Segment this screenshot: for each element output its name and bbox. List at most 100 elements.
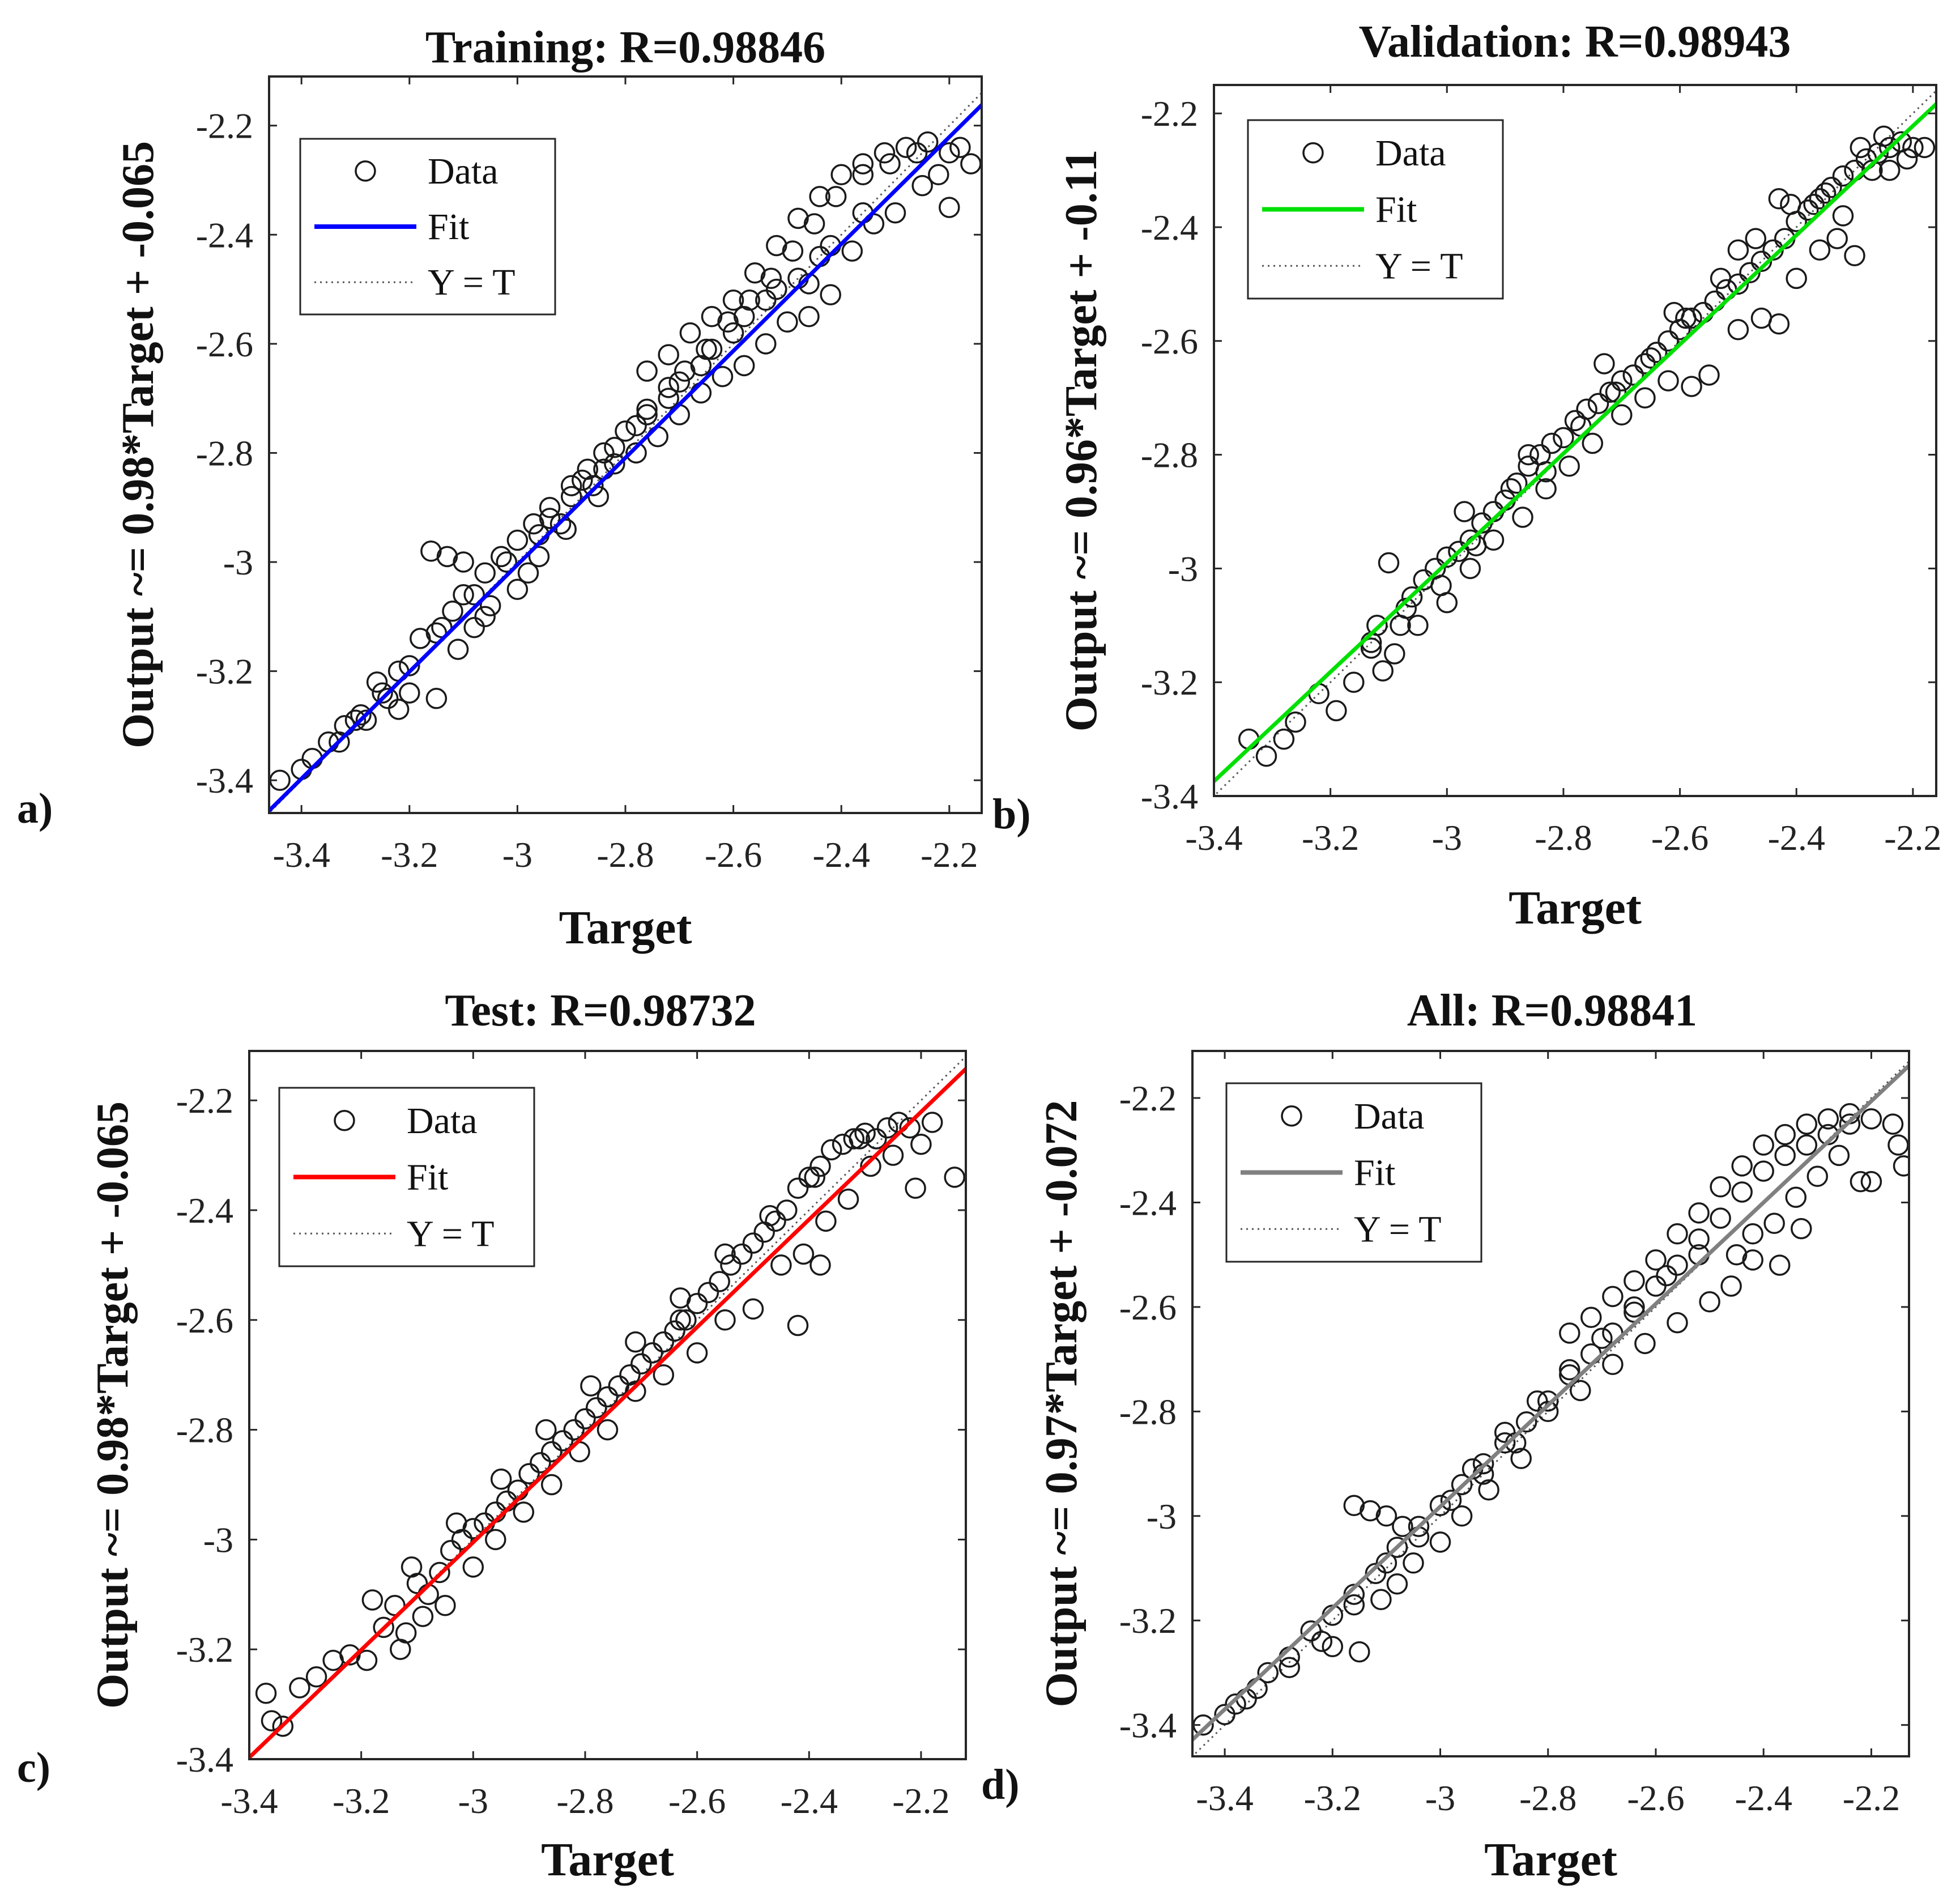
y-tick-label: -2.2 (176, 1080, 233, 1121)
data-point (1512, 507, 1533, 528)
data-point (1780, 194, 1801, 215)
data-point (261, 1710, 283, 1731)
data-point (803, 213, 825, 235)
data-point (1850, 137, 1872, 159)
data-point (766, 235, 787, 257)
data-point (1739, 262, 1761, 284)
data-point (742, 1298, 764, 1320)
data-point (1582, 432, 1604, 454)
data-point (821, 1139, 842, 1161)
data-point (1828, 1144, 1850, 1167)
data-point (1360, 637, 1382, 659)
data-point (1587, 393, 1609, 414)
legend-fit-label: Fit (407, 1157, 448, 1198)
data-point (697, 1282, 719, 1304)
legend-identity-label: Y = T (1354, 1208, 1442, 1250)
y-tick-label: -2.8 (196, 433, 253, 473)
data-point (755, 290, 777, 311)
legend-identity-label: Y = T (407, 1213, 495, 1254)
data-point (1860, 1108, 1882, 1130)
data-point (809, 1155, 831, 1177)
data-point (580, 1375, 602, 1397)
data-point (429, 1561, 450, 1584)
data-point (1817, 1108, 1839, 1130)
data-point (1378, 552, 1400, 574)
y-tick-label: -3.2 (1141, 662, 1198, 703)
data-point (453, 584, 474, 606)
legend-data-label: Data (1375, 133, 1446, 174)
data-point (574, 1408, 596, 1429)
data-point (463, 584, 485, 606)
data-point (1225, 1693, 1246, 1715)
chart-title: All: R=0.98841 (1407, 986, 1697, 1036)
data-point (1570, 1380, 1591, 1402)
x-tick-label: -3.2 (1304, 1778, 1361, 1818)
data-point (787, 1177, 809, 1199)
panel-label: b) (992, 790, 1031, 838)
data-point (549, 513, 572, 535)
data-point (577, 458, 599, 480)
y-tick-label: -2.2 (196, 106, 253, 146)
data-point (1742, 1249, 1763, 1271)
data-point (1494, 1432, 1516, 1454)
axes-box (1191, 1050, 1910, 1757)
legend-data-marker (1302, 142, 1324, 164)
data-point (1861, 159, 1883, 181)
data-point (866, 1128, 887, 1150)
legend: Data Fit Y = T (299, 138, 556, 316)
data-point (849, 1128, 870, 1150)
data-point (882, 1144, 904, 1166)
y-tick-label: -2.4 (1119, 1182, 1177, 1223)
data-point (1375, 1552, 1397, 1574)
data-point (1478, 1479, 1499, 1501)
data-point (1580, 1306, 1602, 1329)
x-tick-label: -3.2 (381, 835, 438, 875)
x-tick-label: -3.4 (273, 835, 330, 875)
legend-data-label: Data (407, 1100, 478, 1142)
y-tick-label: -3.2 (1119, 1601, 1177, 1641)
data-point (770, 1254, 792, 1276)
x-tick-label: -2.8 (556, 1781, 613, 1821)
data-point (1257, 1662, 1279, 1684)
data-point (1599, 381, 1621, 403)
data-point (841, 240, 863, 262)
data-point (1622, 364, 1644, 386)
y-tick-label: -2.2 (1141, 93, 1198, 134)
data-point (485, 1529, 506, 1551)
data-point (560, 486, 582, 508)
data-point (720, 1254, 742, 1276)
data-point (1774, 1123, 1796, 1146)
data-point (1510, 1448, 1532, 1470)
data-point (722, 290, 744, 311)
data-point (1384, 643, 1405, 665)
y-tick-label: -3 (1147, 1496, 1177, 1537)
data-point (1279, 1657, 1300, 1678)
data-point (1559, 1322, 1580, 1344)
data-point (1386, 1573, 1408, 1595)
data-point (535, 1419, 557, 1441)
data-point (572, 469, 593, 491)
x-tick-label: -2.2 (921, 835, 978, 875)
legend-identity-label: Y = T (1375, 245, 1463, 287)
x-tick-label: -2.6 (668, 1781, 726, 1821)
data-point (884, 202, 906, 224)
data-point (555, 518, 577, 540)
chart-title: Test: R=0.98732 (445, 986, 756, 1036)
data-point (1451, 1505, 1473, 1527)
legend-fit-label: Fit (1375, 189, 1417, 231)
data-point (731, 1243, 753, 1265)
y-tick-label: -3 (1168, 548, 1198, 589)
data-point (630, 1353, 652, 1375)
data-point (1832, 165, 1854, 187)
data-point (563, 1419, 585, 1441)
data-point (944, 1167, 965, 1188)
plot-content (1214, 89, 1936, 796)
data-point (759, 1205, 781, 1227)
y-axis-label: Output ~= 0.98*Target + -0.065 (88, 1101, 138, 1709)
data-point (1494, 1421, 1516, 1443)
data-point (390, 1638, 411, 1660)
x-axis-label: Target (1509, 882, 1642, 934)
data-point (1541, 432, 1563, 454)
data-point (852, 164, 874, 186)
